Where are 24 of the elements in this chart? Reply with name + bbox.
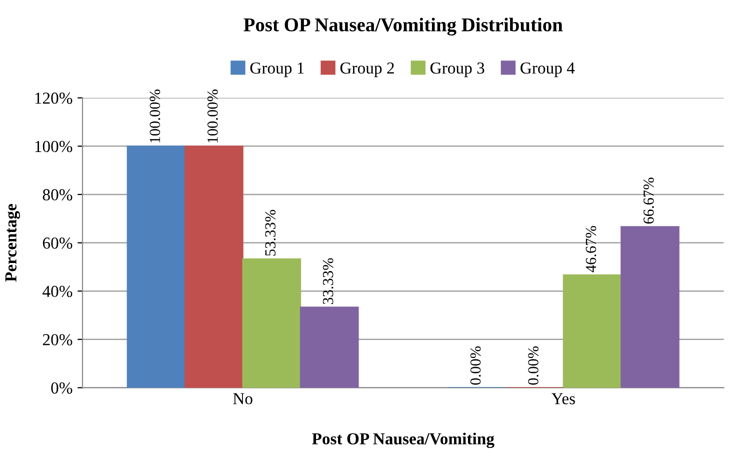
- legend-label: Group 2: [340, 62, 394, 78]
- legend-label: Group 3: [430, 62, 484, 78]
- y-tick-label: 80%: [42, 189, 72, 200]
- data-label: 0.00%: [528, 346, 538, 385]
- y-tick-label: 0%: [51, 382, 72, 394]
- x-axis-title: Post OP Nausea/Vomiting: [312, 432, 494, 448]
- y-axis-title: Percentage: [5, 204, 20, 282]
- data-label: 53.33%: [265, 210, 276, 256]
- y-tick-label: 100%: [35, 140, 72, 152]
- y-tick-label: 20%: [42, 334, 72, 346]
- y-tick-label: 60%: [42, 237, 72, 249]
- x-tick-label: Yes: [551, 393, 575, 404]
- data-label: 33.33%: [322, 258, 334, 304]
- data-label: 100.00%: [207, 90, 218, 142]
- legend-label: Group 4: [520, 62, 575, 78]
- legend-label: Group 1: [250, 62, 304, 78]
- y-tick-label: 40%: [42, 286, 72, 298]
- data-label: 100.00%: [150, 90, 160, 142]
- data-label: 0.00%: [470, 346, 481, 385]
- data-label: 66.67%: [644, 178, 654, 224]
- y-tick-label: 120%: [35, 92, 72, 104]
- chart-title: Post OP Nausea/Vomiting Distribution: [244, 18, 563, 36]
- data-label: 46.67%: [586, 226, 596, 272]
- x-tick-label: No: [233, 393, 252, 404]
